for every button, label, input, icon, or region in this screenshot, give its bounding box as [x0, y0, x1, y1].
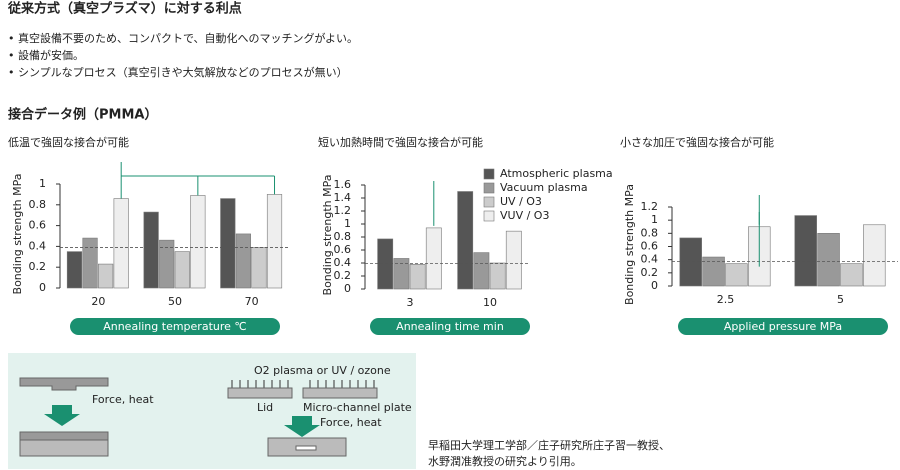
legend-label: Atmospheric plasma — [500, 167, 613, 180]
legend-swatch — [483, 210, 495, 222]
x-tick-label: 20 — [91, 295, 105, 308]
chart-title: 小さな加圧で強固な接合が可能 — [620, 135, 774, 149]
rays — [231, 380, 375, 388]
y-tick-label: 0.2 — [29, 260, 47, 273]
y-tick-label: 0.6 — [29, 219, 47, 232]
y-tick-label: 1 — [651, 213, 658, 226]
x-axis-label: Annealing temperature ℃ — [103, 320, 247, 333]
y-axis-label: Bonding strength MPa — [11, 174, 24, 295]
y-tick-label: 1 — [39, 177, 46, 190]
y-tick-label: 0 — [344, 282, 351, 295]
bar — [143, 211, 159, 289]
label: Micro-channel plate — [303, 401, 412, 414]
bar — [190, 195, 206, 289]
label: Force, heat — [92, 393, 154, 406]
x-label-pill — [70, 318, 280, 335]
y-tick-label: 0.6 — [641, 240, 659, 253]
diagram: Force, heat O2 plasma or UV / ozone Lid … — [8, 353, 416, 469]
bar — [251, 247, 267, 289]
arrow — [284, 416, 320, 437]
label: O2 plasma or UV / ozone — [254, 364, 391, 377]
y-tick-label: 1.2 — [334, 204, 352, 217]
label: Force, heat — [320, 416, 382, 429]
chart-title: 短い加熱時間で強固な接合が可能 — [318, 135, 483, 149]
section-title: 接合データ例（PMMA） — [8, 107, 157, 123]
bar — [266, 194, 283, 289]
bar — [505, 230, 522, 290]
part — [19, 377, 109, 391]
bar — [235, 233, 251, 289]
legend-swatch — [483, 196, 495, 208]
x-tick-label: 10 — [483, 296, 497, 309]
bullet: • — [8, 66, 15, 79]
x-label-pill — [370, 318, 530, 335]
bar — [794, 215, 817, 287]
legend-label: Vacuum plasma — [500, 181, 588, 194]
chart-title: 低温で強固な接合が可能 — [8, 135, 129, 149]
legend-swatch — [483, 168, 495, 180]
x-tick-label: 2.5 — [717, 293, 735, 306]
y-tick-label: 0.2 — [641, 266, 659, 279]
y-axis-label: Bonding strength MPa — [321, 175, 334, 296]
bar — [863, 224, 886, 287]
y-tick-label: 0.4 — [334, 256, 352, 269]
y-tick-label: 1.2 — [641, 200, 659, 213]
bar — [220, 198, 236, 289]
y-tick-label: 1.6 — [334, 178, 352, 191]
header-title: 従来方式（真空プラズマ）に対する利点 — [7, 1, 242, 17]
y-axis-label: Bonding strength MPa — [623, 184, 636, 305]
y-tick-label: 0.8 — [641, 226, 659, 239]
x-axis-label: Applied pressure MPa — [724, 320, 842, 333]
x-tick-label: 5 — [837, 293, 844, 306]
x-tick-label: 50 — [168, 295, 182, 308]
x-tick-label: 70 — [245, 295, 259, 308]
y-tick-label: 0.2 — [334, 269, 352, 282]
lid — [227, 387, 293, 399]
part — [19, 431, 109, 441]
y-tick-label: 0.8 — [29, 198, 47, 211]
bar — [702, 256, 725, 287]
bar — [817, 233, 840, 287]
bar — [174, 251, 190, 289]
legend-label: VUV / O3 — [500, 209, 549, 222]
bar — [840, 263, 863, 287]
bullet-text: シンプルなプロセス（真空引きや大気解放などのプロセスが無い） — [18, 65, 348, 79]
bullet: • — [8, 32, 15, 45]
y-tick-label: 1 — [344, 217, 351, 230]
legend-label: UV / O3 — [500, 195, 542, 208]
y-tick-label: 0.6 — [334, 243, 352, 256]
bar — [66, 251, 83, 289]
bullet-text: 設備が安価。 — [18, 48, 84, 62]
bar — [489, 262, 506, 290]
y-tick-label: 0.4 — [641, 253, 659, 266]
arrow — [44, 405, 80, 426]
bar — [98, 263, 114, 289]
plate — [302, 387, 378, 399]
channel — [295, 445, 317, 451]
bar — [82, 237, 98, 289]
bar — [457, 191, 474, 290]
bar — [113, 198, 129, 289]
bullet-text: 真空設備不要のため、コンパクトで、自動化へのマッチングがよい。 — [18, 31, 358, 45]
bar — [409, 263, 426, 290]
bar — [159, 239, 175, 289]
bar — [725, 263, 748, 287]
x-axis-label: Annealing time min — [396, 320, 504, 333]
x-tick-label: 3 — [407, 296, 414, 309]
y-tick-label: 0 — [39, 281, 46, 294]
y-tick-label: 0.8 — [334, 230, 352, 243]
x-label-pill — [678, 318, 888, 335]
bullet: • — [8, 49, 15, 62]
citation: 早稲田大学理工学部／庄子研究所庄子習一教授、 — [428, 438, 670, 452]
citation: 水野潤准教授の研究より引用。 — [428, 454, 582, 468]
label: Lid — [257, 401, 273, 414]
legend-swatch — [483, 182, 495, 194]
y-tick-label: 0 — [651, 279, 658, 292]
bar — [473, 252, 490, 290]
y-tick-label: 0.4 — [29, 239, 47, 252]
bar — [425, 227, 442, 290]
bar — [393, 258, 410, 290]
y-tick-label: 1.4 — [334, 191, 352, 204]
